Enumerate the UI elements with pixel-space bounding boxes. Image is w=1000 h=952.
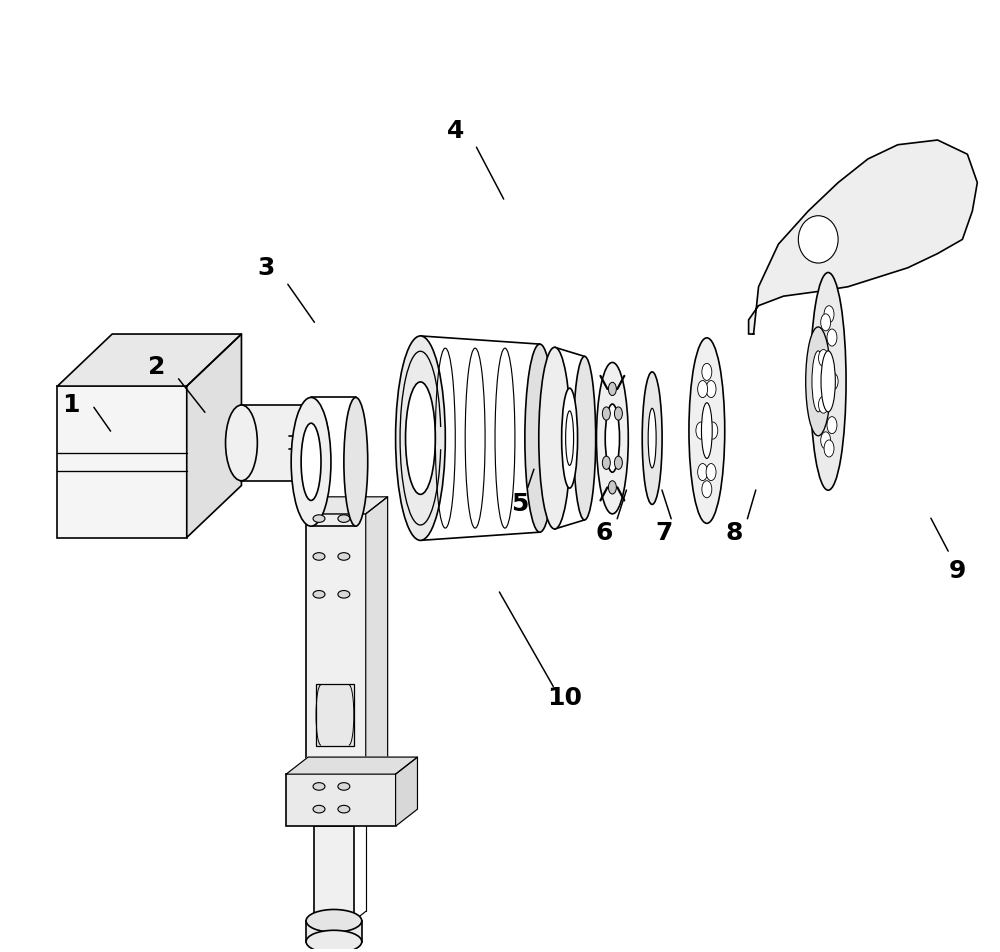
Ellipse shape <box>338 553 350 560</box>
Ellipse shape <box>689 338 725 524</box>
Ellipse shape <box>642 372 662 505</box>
Ellipse shape <box>605 404 620 472</box>
Ellipse shape <box>596 363 628 514</box>
Polygon shape <box>366 497 388 783</box>
Ellipse shape <box>306 930 362 952</box>
Polygon shape <box>396 757 417 826</box>
Bar <box>57 387 187 538</box>
Text: 2: 2 <box>148 355 166 379</box>
Ellipse shape <box>696 422 706 439</box>
Ellipse shape <box>698 464 708 481</box>
Ellipse shape <box>602 456 610 469</box>
Ellipse shape <box>562 388 578 488</box>
Ellipse shape <box>614 456 622 469</box>
Ellipse shape <box>708 422 718 439</box>
Bar <box>241 405 313 481</box>
Polygon shape <box>749 140 977 334</box>
Ellipse shape <box>614 407 622 420</box>
Ellipse shape <box>406 382 435 494</box>
Ellipse shape <box>827 329 837 347</box>
Ellipse shape <box>827 417 837 434</box>
Ellipse shape <box>798 216 838 263</box>
Text: 4: 4 <box>447 119 464 143</box>
Text: 8: 8 <box>725 521 742 545</box>
Ellipse shape <box>313 553 325 560</box>
Ellipse shape <box>301 424 321 501</box>
Ellipse shape <box>608 481 616 494</box>
Ellipse shape <box>291 397 331 526</box>
Bar <box>314 826 354 921</box>
Ellipse shape <box>313 805 325 813</box>
Ellipse shape <box>539 347 571 529</box>
Text: 10: 10 <box>547 686 582 710</box>
Ellipse shape <box>313 515 325 523</box>
Ellipse shape <box>702 364 712 381</box>
Ellipse shape <box>812 351 824 412</box>
Text: 5: 5 <box>511 492 529 516</box>
Ellipse shape <box>648 408 656 468</box>
Ellipse shape <box>824 440 834 457</box>
Ellipse shape <box>821 351 835 412</box>
Text: 1: 1 <box>62 393 79 417</box>
Ellipse shape <box>819 396 828 413</box>
Text: 7: 7 <box>655 521 673 545</box>
Ellipse shape <box>821 314 831 331</box>
Ellipse shape <box>702 481 712 498</box>
Ellipse shape <box>602 407 610 420</box>
Ellipse shape <box>608 383 616 395</box>
Ellipse shape <box>824 306 834 323</box>
Ellipse shape <box>344 397 368 526</box>
Bar <box>286 774 396 826</box>
Text: 6: 6 <box>596 521 613 545</box>
Bar <box>306 921 362 942</box>
Ellipse shape <box>306 909 362 932</box>
Polygon shape <box>57 334 241 387</box>
Ellipse shape <box>338 805 350 813</box>
Ellipse shape <box>313 590 325 598</box>
Ellipse shape <box>573 356 596 520</box>
Ellipse shape <box>701 403 712 459</box>
Ellipse shape <box>806 327 831 436</box>
Polygon shape <box>187 334 241 538</box>
Ellipse shape <box>819 349 828 367</box>
Bar <box>306 514 366 783</box>
Ellipse shape <box>338 783 350 790</box>
Ellipse shape <box>706 381 716 398</box>
Ellipse shape <box>821 432 831 449</box>
Polygon shape <box>286 757 417 774</box>
Text: 3: 3 <box>258 256 275 280</box>
Ellipse shape <box>706 464 716 481</box>
Text: 9: 9 <box>949 559 966 583</box>
Ellipse shape <box>338 590 350 598</box>
Ellipse shape <box>313 783 325 790</box>
Bar <box>316 684 354 745</box>
Ellipse shape <box>338 515 350 523</box>
Ellipse shape <box>297 405 329 481</box>
Ellipse shape <box>698 381 708 398</box>
Ellipse shape <box>828 373 838 390</box>
Ellipse shape <box>226 405 257 481</box>
Ellipse shape <box>525 344 555 532</box>
Ellipse shape <box>810 272 846 490</box>
Ellipse shape <box>396 336 445 541</box>
Polygon shape <box>306 497 388 514</box>
